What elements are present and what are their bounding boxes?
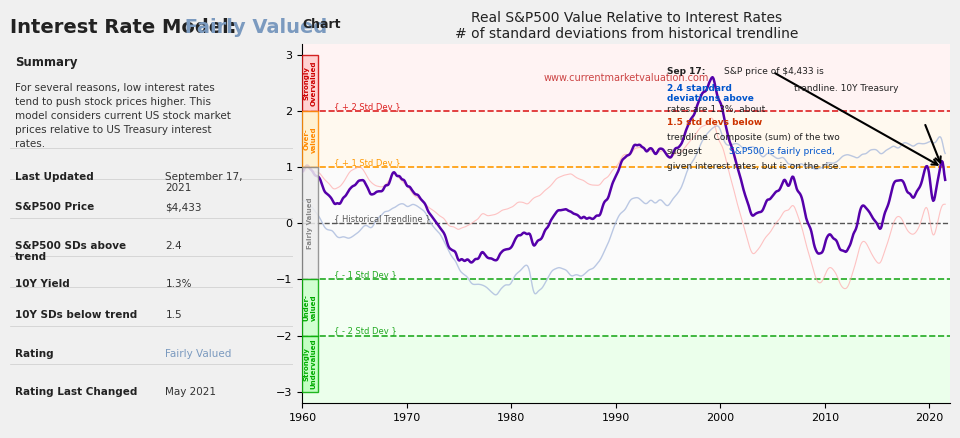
Text: Fairly Valued: Fairly Valued <box>307 198 313 249</box>
Bar <box>302 336 950 403</box>
Title: Real S&P500 Value Relative to Interest Rates
# of standard deviations from histo: Real S&P500 Value Relative to Interest R… <box>455 11 798 41</box>
Text: Fairly Valued: Fairly Valued <box>178 18 326 36</box>
Text: For several reasons, low interest rates
tend to push stock prices higher. This
m: For several reasons, low interest rates … <box>15 83 231 149</box>
Text: Under-
valued: Under- valued <box>303 294 317 321</box>
Text: suggest: suggest <box>667 147 703 156</box>
Text: Last Updated: Last Updated <box>15 172 94 181</box>
Text: rates are 1.3%, about: rates are 1.3%, about <box>667 105 765 113</box>
FancyBboxPatch shape <box>302 111 318 167</box>
Text: Chart: Chart <box>302 18 341 31</box>
Text: www.currentmarketvaluation.com: www.currentmarketvaluation.com <box>543 73 709 82</box>
Text: { - 2 Std Dev }: { - 2 Std Dev } <box>334 327 396 336</box>
Text: Over-
valued: Over- valued <box>303 126 317 152</box>
Text: Strongly
Undervalued: Strongly Undervalued <box>303 339 317 389</box>
Text: { Historical Trendline }: { Historical Trendline } <box>334 214 430 223</box>
Text: $4,433: $4,433 <box>165 202 202 212</box>
Text: trendline. Composite (sum) of the two: trendline. Composite (sum) of the two <box>667 133 840 142</box>
Text: { + 2 Std Dev }: { + 2 Std Dev } <box>334 102 400 111</box>
Text: 10Y Yield: 10Y Yield <box>15 279 70 290</box>
Bar <box>302 167 950 279</box>
Bar <box>302 279 950 336</box>
Text: Fairly Valued: Fairly Valued <box>165 349 231 359</box>
Text: Interest Rate Model:: Interest Rate Model: <box>10 18 236 36</box>
Text: Summary: Summary <box>15 56 78 69</box>
FancyBboxPatch shape <box>302 167 318 279</box>
Text: Sep 17:: Sep 17: <box>667 67 706 76</box>
Text: 1.5: 1.5 <box>165 310 182 320</box>
Text: 1.5 std devs below: 1.5 std devs below <box>667 118 762 127</box>
Text: 1.3%: 1.3% <box>165 279 192 290</box>
Text: 10Y SDs below trend: 10Y SDs below trend <box>15 310 137 320</box>
FancyBboxPatch shape <box>302 279 318 336</box>
Text: { - 1 Std Dev }: { - 1 Std Dev } <box>334 271 396 279</box>
Text: September 17,
2021: September 17, 2021 <box>165 172 243 193</box>
Text: trendline. 10Y Treasury: trendline. 10Y Treasury <box>795 84 899 93</box>
Text: 2.4: 2.4 <box>165 241 182 251</box>
Text: Strongly
Overvalued: Strongly Overvalued <box>303 60 317 106</box>
FancyBboxPatch shape <box>302 336 318 392</box>
Bar <box>302 44 950 111</box>
FancyBboxPatch shape <box>302 55 318 111</box>
Bar <box>302 111 950 167</box>
Text: S&P500 SDs above
trend: S&P500 SDs above trend <box>15 241 127 262</box>
Text: Rating Last Changed: Rating Last Changed <box>15 387 137 397</box>
Text: S&P price of $4,433 is: S&P price of $4,433 is <box>724 67 824 76</box>
Text: given interest rates, but is on the rise.: given interest rates, but is on the rise… <box>667 162 841 170</box>
Text: 2.4 standard
deviations above: 2.4 standard deviations above <box>667 84 754 103</box>
Text: { + 1 Std Dev }: { + 1 Std Dev } <box>334 158 400 167</box>
Text: May 2021: May 2021 <box>165 387 216 397</box>
Text: S&P500 Price: S&P500 Price <box>15 202 94 212</box>
Text: S&P500 is fairly priced,: S&P500 is fairly priced, <box>730 147 835 156</box>
Text: Rating: Rating <box>15 349 54 359</box>
